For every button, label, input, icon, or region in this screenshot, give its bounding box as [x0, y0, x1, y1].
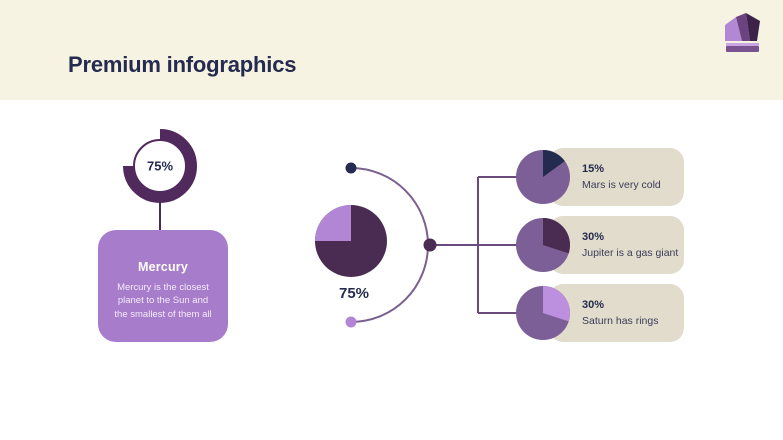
orbit-diagram: 75% — [315, 162, 517, 328]
orbit-dot-top — [345, 162, 357, 174]
mercury-card: Mercury Mercury is the closest planet to… — [98, 230, 228, 342]
donut-progress-arc — [123, 129, 197, 203]
planet-card-mars: 15% Mars is very cold — [549, 148, 684, 206]
planet-card-saturn: 30% Saturn has rings — [549, 284, 684, 342]
orbit-dot-middle — [423, 238, 437, 252]
saturn-pie-chart — [516, 286, 571, 340]
planet-description: Jupiter is a gas giant — [582, 247, 679, 259]
item-pie-wedge-1 — [543, 218, 571, 254]
mercury-donut-chart: 75% — [123, 129, 197, 203]
header-band — [0, 0, 783, 100]
planet-percent: 30% — [582, 231, 605, 243]
mercury-card-description: Mercury is the closest planet to the Sun… — [114, 282, 212, 320]
donut-percent-label: 75% — [147, 159, 173, 174]
crown-logo-icon — [725, 13, 760, 52]
orbit-dot-bottom — [345, 316, 357, 328]
center-pie-wedge — [315, 205, 351, 241]
planet-card-jupiter: 30% Jupiter is a gas giant — [549, 216, 684, 274]
center-pie-percent-label: 75% — [339, 285, 369, 302]
mercury-card-title: Mercury — [137, 260, 189, 274]
mercury-connector-line — [159, 202, 161, 231]
item-pie-wedge-2 — [543, 286, 571, 322]
mars-pie-chart — [516, 150, 570, 204]
planet-percent: 15% — [582, 163, 605, 175]
item-pie-wedge-0 — [543, 150, 565, 177]
planet-description: Saturn has rings — [582, 315, 659, 327]
jupiter-pie-chart — [516, 218, 571, 272]
planet-description: Mars is very cold — [582, 179, 661, 191]
planet-percent: 30% — [582, 299, 605, 311]
page-title: Premium infographics — [68, 52, 297, 77]
